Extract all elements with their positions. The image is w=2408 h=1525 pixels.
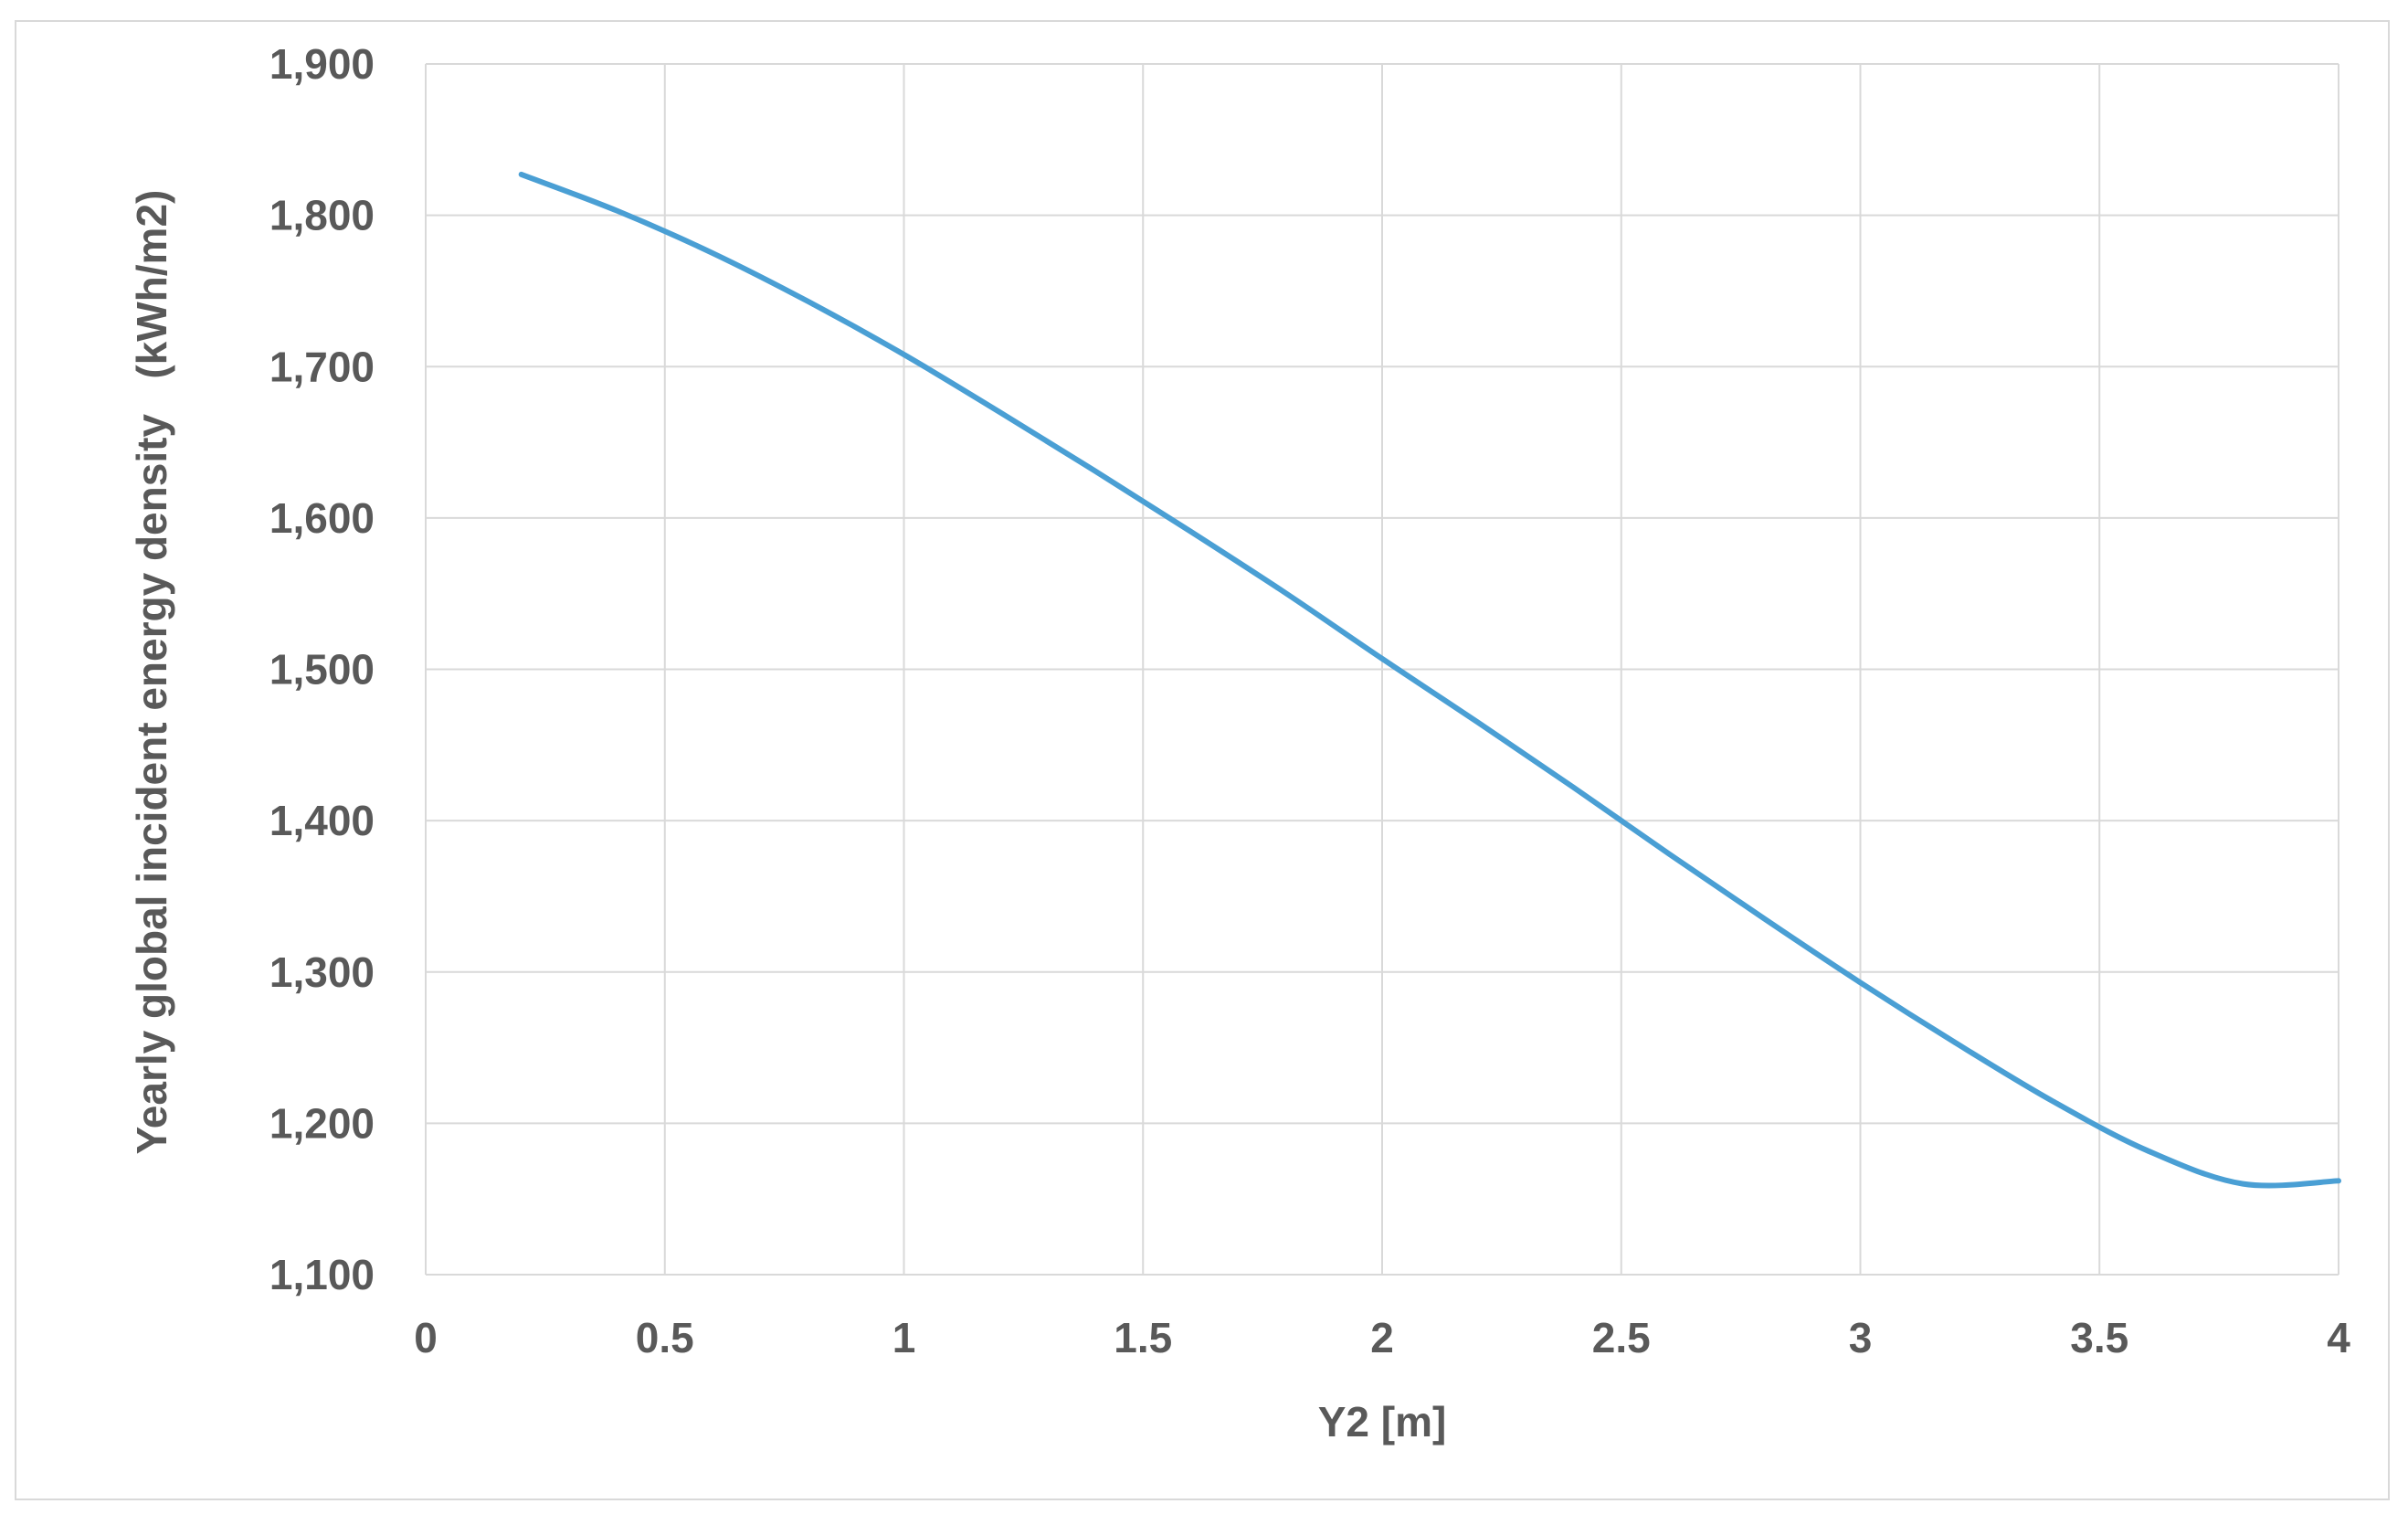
y-tick-label: 1,600 bbox=[269, 494, 375, 542]
y-tick-label: 1,100 bbox=[269, 1251, 375, 1298]
series bbox=[518, 171, 2341, 1189]
x-tick-label: 1 bbox=[892, 1314, 916, 1361]
y-tick-label: 1,700 bbox=[269, 343, 375, 390]
y-tick-label: 1,500 bbox=[269, 646, 375, 694]
x-tick-label: 0 bbox=[414, 1314, 438, 1361]
x-tick-label: 4 bbox=[2327, 1314, 2350, 1361]
x-tick-label: 0.5 bbox=[636, 1314, 694, 1361]
y-tick-label: 1,800 bbox=[269, 192, 375, 239]
x-tick-label: 2.5 bbox=[1592, 1314, 1651, 1361]
y-tick-label: 1,400 bbox=[269, 797, 375, 844]
y-tick-label: 1,300 bbox=[269, 948, 375, 996]
x-axis-title: Y2 [m] bbox=[1318, 1398, 1447, 1446]
axes bbox=[425, 64, 2339, 1276]
tick-labels: 1,100 1,200 1,300 1,400 1,500 1,600 1,700 1,800… bbox=[269, 40, 2350, 1361]
chart-frame bbox=[15, 20, 2390, 1500]
gridlines bbox=[425, 63, 2339, 1276]
y-tick-label: 1,900 bbox=[269, 40, 375, 88]
x-tick-label: 3.5 bbox=[2070, 1314, 2128, 1361]
x-tick-label: 2 bbox=[1370, 1314, 1394, 1361]
y-axis-title: Yearly global incident energy density (k… bbox=[128, 190, 175, 1155]
y-tick-label: 1,200 bbox=[269, 1099, 375, 1147]
x-tick-label: 3 bbox=[1849, 1314, 1873, 1361]
x-tick-label: 1.5 bbox=[1114, 1314, 1172, 1361]
series-line bbox=[518, 171, 2341, 1189]
